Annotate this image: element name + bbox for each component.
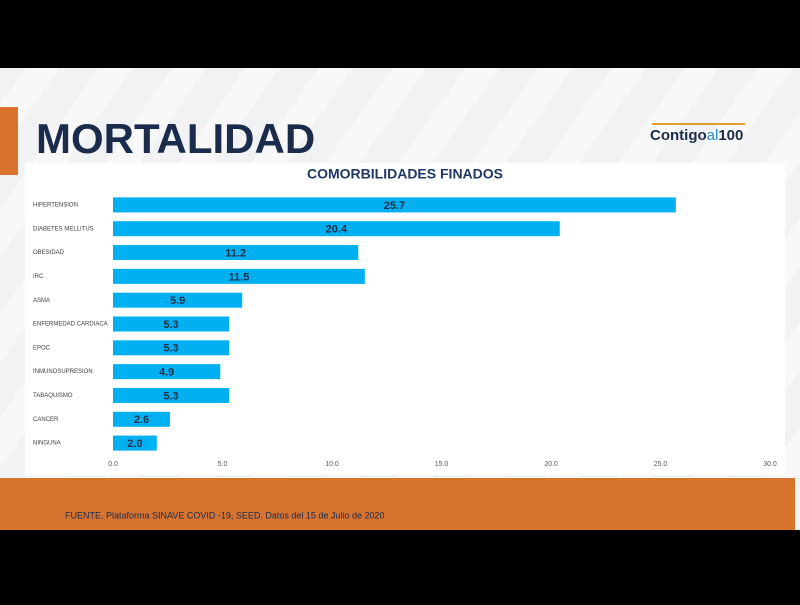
value-label: 5.3 xyxy=(163,319,178,331)
value-label: 11.5 xyxy=(229,271,250,283)
x-tick-label: 5.0 xyxy=(218,461,228,468)
footer-band xyxy=(0,478,795,530)
value-label: 5.9 xyxy=(170,295,185,307)
logo-part: al xyxy=(707,127,719,144)
bar xyxy=(113,364,221,380)
y-tick-label: DIABETES MELLITUS xyxy=(33,226,94,232)
y-tick-label: IRC xyxy=(33,274,44,280)
plot: 0.0 5.0 10.0 15.0 20.0 25.0 30.0 HIPERTENSION 25… xyxy=(33,197,777,468)
value-label: 4.9 xyxy=(159,367,174,379)
y-tick-label: TABAQUISMO xyxy=(33,393,73,399)
y-tick-label: HIPERTENSION xyxy=(33,202,78,208)
logo-text: Contigoal100 xyxy=(650,127,743,144)
x-tick-label: 10.0 xyxy=(325,461,339,468)
logo-part: 100 xyxy=(718,127,743,144)
x-tick-label: 25.0 xyxy=(654,461,668,468)
bar xyxy=(113,435,157,451)
bar xyxy=(113,387,230,403)
bar xyxy=(113,292,243,308)
value-label: 2.6 xyxy=(134,414,149,426)
bar xyxy=(113,268,365,284)
x-tick-label: 0.0 xyxy=(108,461,118,468)
y-tick-label: NINGUNA xyxy=(33,441,61,447)
value-label: 20.4 xyxy=(326,224,348,236)
orange-tab xyxy=(0,107,18,175)
value-label: 2.0 xyxy=(127,438,142,450)
chart-title: COMORBILIDADES FINADOS xyxy=(307,166,503,182)
x-tick-label: 20.0 xyxy=(544,461,558,468)
value-label: 25.7 xyxy=(384,200,405,212)
value-label: 5.3 xyxy=(163,343,178,355)
bar xyxy=(113,221,560,237)
y-tick-label: EPOC xyxy=(33,345,51,351)
y-tick-label: ASMA xyxy=(33,298,50,304)
source-note: FUENTE. Plataforma SINAVE COVID -19, SEE… xyxy=(65,510,384,520)
bar xyxy=(113,316,230,332)
y-tick-label: OBESIDAD xyxy=(33,250,65,256)
slide-title: MORTALIDAD xyxy=(36,115,315,162)
y-tick-label: CANCER xyxy=(33,417,59,423)
value-label: 11.2 xyxy=(225,247,246,259)
value-label: 5.3 xyxy=(163,390,178,402)
y-tick-label: INMUNOSUPRESION xyxy=(33,369,93,375)
bar xyxy=(113,340,230,356)
bar xyxy=(113,411,170,427)
bar xyxy=(113,197,676,213)
y-tick-label: ENFERMEDAD CARDIACA xyxy=(33,322,108,328)
x-tick-label: 30.0 xyxy=(763,461,777,468)
logo-part: Contigo xyxy=(650,127,707,144)
bar xyxy=(113,245,359,261)
x-tick-label: 15.0 xyxy=(435,461,449,468)
